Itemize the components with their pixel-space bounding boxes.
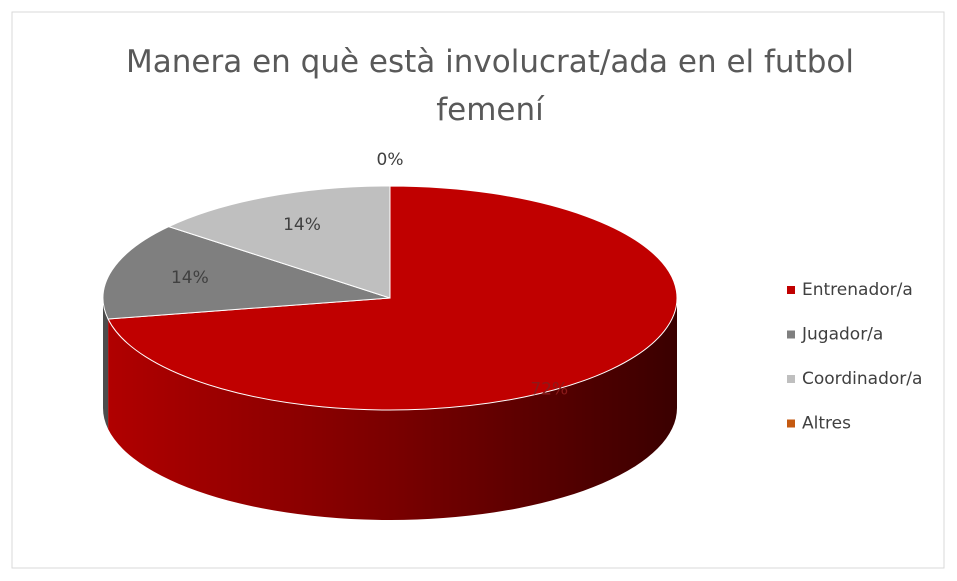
legend-swatch	[787, 330, 795, 339]
legend: Entrenador/a Jugador/a Coordinador/a Altres	[787, 280, 922, 434]
pie-sides	[103, 298, 677, 521]
data-label: 0%	[377, 150, 404, 170]
slice-side	[103, 298, 109, 429]
legend-label: Jugador/a	[801, 325, 883, 345]
legend-label: Altres	[802, 414, 851, 434]
chart-title: Manera en què està involucrat/ada en el …	[126, 44, 854, 128]
legend-swatch	[787, 375, 795, 383]
legend-swatch	[787, 419, 795, 428]
slice	[102, 226, 391, 320]
legend-label: Entrenador/a	[802, 280, 913, 300]
slice	[107, 185, 678, 411]
legend-swatch	[787, 286, 795, 294]
data-label: 14%	[171, 268, 209, 288]
slice	[167, 185, 391, 299]
data-labels: 72% 14% 14% 0%	[171, 150, 568, 399]
pie-tops	[102, 185, 678, 411]
data-label: 72%	[530, 379, 568, 399]
slice-side	[108, 298, 677, 521]
data-label: 14%	[283, 215, 321, 235]
legend-label: Coordinador/a	[802, 369, 922, 389]
